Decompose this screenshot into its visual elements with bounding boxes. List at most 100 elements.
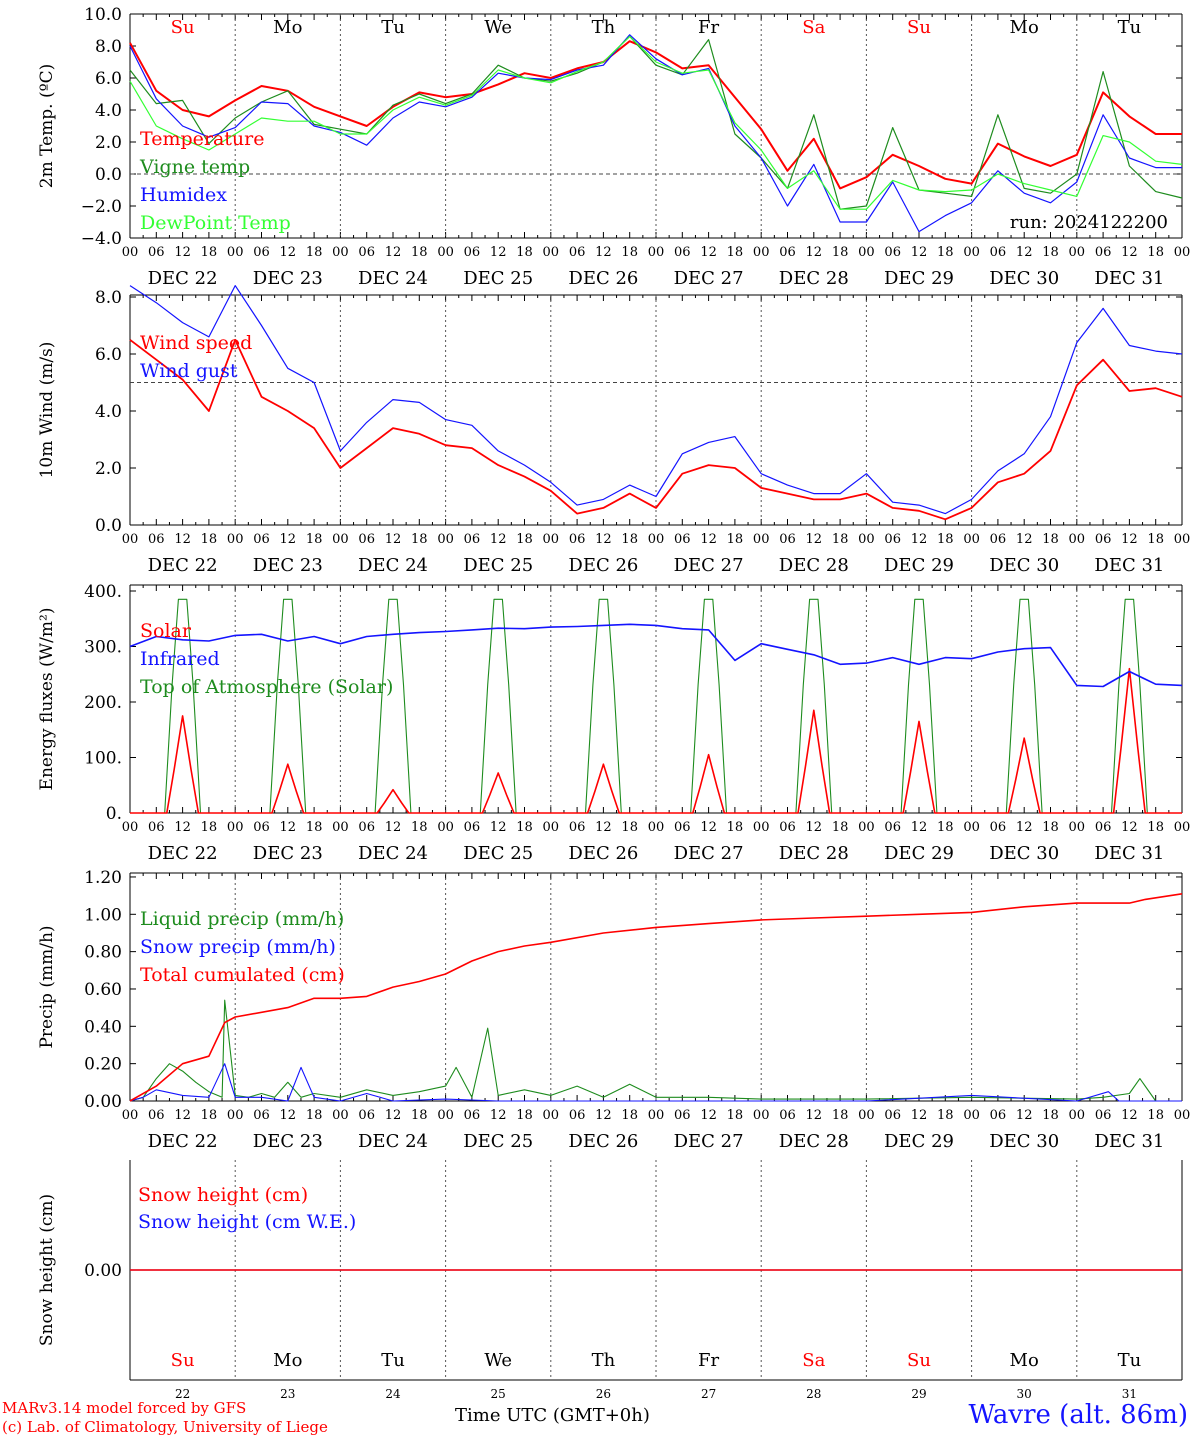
x-hour-label: 00 [648,1108,665,1123]
x-hour-label: 00 [122,532,139,547]
x-hour-label: 18 [516,245,533,260]
x-date-label: DEC 31 [1094,1131,1164,1152]
y-tick-label: 4.0 [95,402,122,422]
x-hour-label: 06 [464,532,481,547]
x-hour-label: 06 [674,532,691,547]
x-hour-label: 12 [1121,532,1138,547]
weekday-label: Mo [1010,17,1039,38]
y-tick-label: 0.00 [84,1261,122,1281]
x-hour-label: 06 [569,1108,586,1123]
x-hour-label: 18 [832,820,849,835]
x-date-label: DEC 26 [568,555,638,576]
x-hour-label: 00 [122,245,139,260]
x-hour-label: 12 [490,820,507,835]
x-hour-label: 06 [464,1108,481,1123]
x-hour-label: 06 [358,532,375,547]
y-tick-label: 0.0 [95,165,122,185]
x-hour-label: 18 [1042,1108,1059,1123]
day-number-label: 31 [1122,1387,1137,1401]
weekday-label: Fr [698,1350,719,1371]
y-tick-label: 1.20 [84,868,122,888]
x-hour-label: 18 [411,820,428,835]
x-date-label: DEC 28 [779,1131,849,1152]
x-hour-label: 00 [1174,1108,1191,1123]
x-hour-label: 06 [990,820,1007,835]
x-hour-label: 06 [1095,245,1112,260]
x-hour-label: 06 [148,1108,165,1123]
y-tick-label: 1.00 [84,905,122,925]
x-hour-label: 00 [858,820,875,835]
x-hour-label: 18 [621,245,638,260]
x-hour-label: 00 [1174,532,1191,547]
day-number-label: 26 [596,1387,611,1401]
x-hour-label: 12 [280,245,297,260]
weekday-label: Tu [1118,1350,1142,1371]
legend-wind-gust: Wind gust [140,360,238,382]
run-label: run: 2024122200 [1010,212,1168,233]
x-hour-label: 18 [306,1108,323,1123]
x-hour-label: 18 [1147,532,1164,547]
x-hour-label: 06 [358,820,375,835]
x-hour-label: 18 [727,1108,744,1123]
x-hour-label: 06 [569,532,586,547]
x-hour-label: 06 [464,820,481,835]
y-tick-label: 0.80 [84,943,122,963]
x-hour-label: 00 [1069,820,1086,835]
x-date-label: DEC 30 [989,843,1059,864]
x-hour-label: 12 [595,532,612,547]
x-hour-label: 00 [227,820,244,835]
x-date-label: DEC 22 [148,843,218,864]
x-hour-label: 12 [911,820,928,835]
x-date-label: DEC 22 [148,1131,218,1152]
x-hour-label: 00 [227,245,244,260]
x-date-label: DEC 27 [674,1131,744,1152]
y-axis-title: Snow height (cm) [37,1194,57,1346]
x-hour-label: 18 [1147,245,1164,260]
x-hour-label: 18 [832,1108,849,1123]
x-hour-label: 12 [1016,532,1033,547]
x-date-label: DEC 23 [253,843,323,864]
legend-wind-speed: Wind speed [140,332,252,354]
x-hour-label: 00 [858,245,875,260]
x-hour-label: 12 [490,245,507,260]
x-date-label: DEC 23 [253,1131,323,1152]
y-tick-label: 6.0 [95,345,122,365]
x-hour-label: 12 [1016,820,1033,835]
x-hour-label: 18 [727,820,744,835]
x-hour-label: 00 [963,532,980,547]
x-hour-label: 00 [543,532,560,547]
x-hour-label: 18 [1042,532,1059,547]
x-hour-label: 06 [253,532,270,547]
day-number-label: 28 [806,1387,821,1401]
x-hour-label: 12 [1016,245,1033,260]
x-hour-label: 12 [911,245,928,260]
x-hour-label: 12 [490,532,507,547]
x-hour-label: 00 [543,245,560,260]
y-tick-label: 200. [84,693,122,713]
series-line-snow-precip [129,1063,1182,1102]
x-date-label: DEC 24 [358,1131,428,1152]
x-hour-label: 00 [963,245,980,260]
x-hour-label: 18 [411,1108,428,1123]
x-hour-label: 06 [884,820,901,835]
x-hour-label: 18 [411,245,428,260]
weekday-label: Su [171,17,195,38]
day-number-label: 29 [911,1387,926,1401]
x-date-label: DEC 25 [463,843,533,864]
x-date-label: DEC 30 [989,268,1059,289]
x-hour-label: 12 [595,820,612,835]
x-hour-label: 12 [280,820,297,835]
x-date-label: DEC 25 [463,555,533,576]
x-hour-label: 18 [306,245,323,260]
x-hour-label: 12 [385,245,402,260]
x-hour-label: 06 [148,532,165,547]
x-hour-label: 18 [727,532,744,547]
x-hour-label: 06 [358,1108,375,1123]
x-hour-label: 06 [884,532,901,547]
x-hour-label: 12 [806,245,823,260]
x-hour-label: 12 [911,1108,928,1123]
x-hour-label: 12 [174,820,191,835]
x-hour-label: 06 [253,820,270,835]
x-hour-label: 00 [648,245,665,260]
x-hour-label: 06 [253,1108,270,1123]
